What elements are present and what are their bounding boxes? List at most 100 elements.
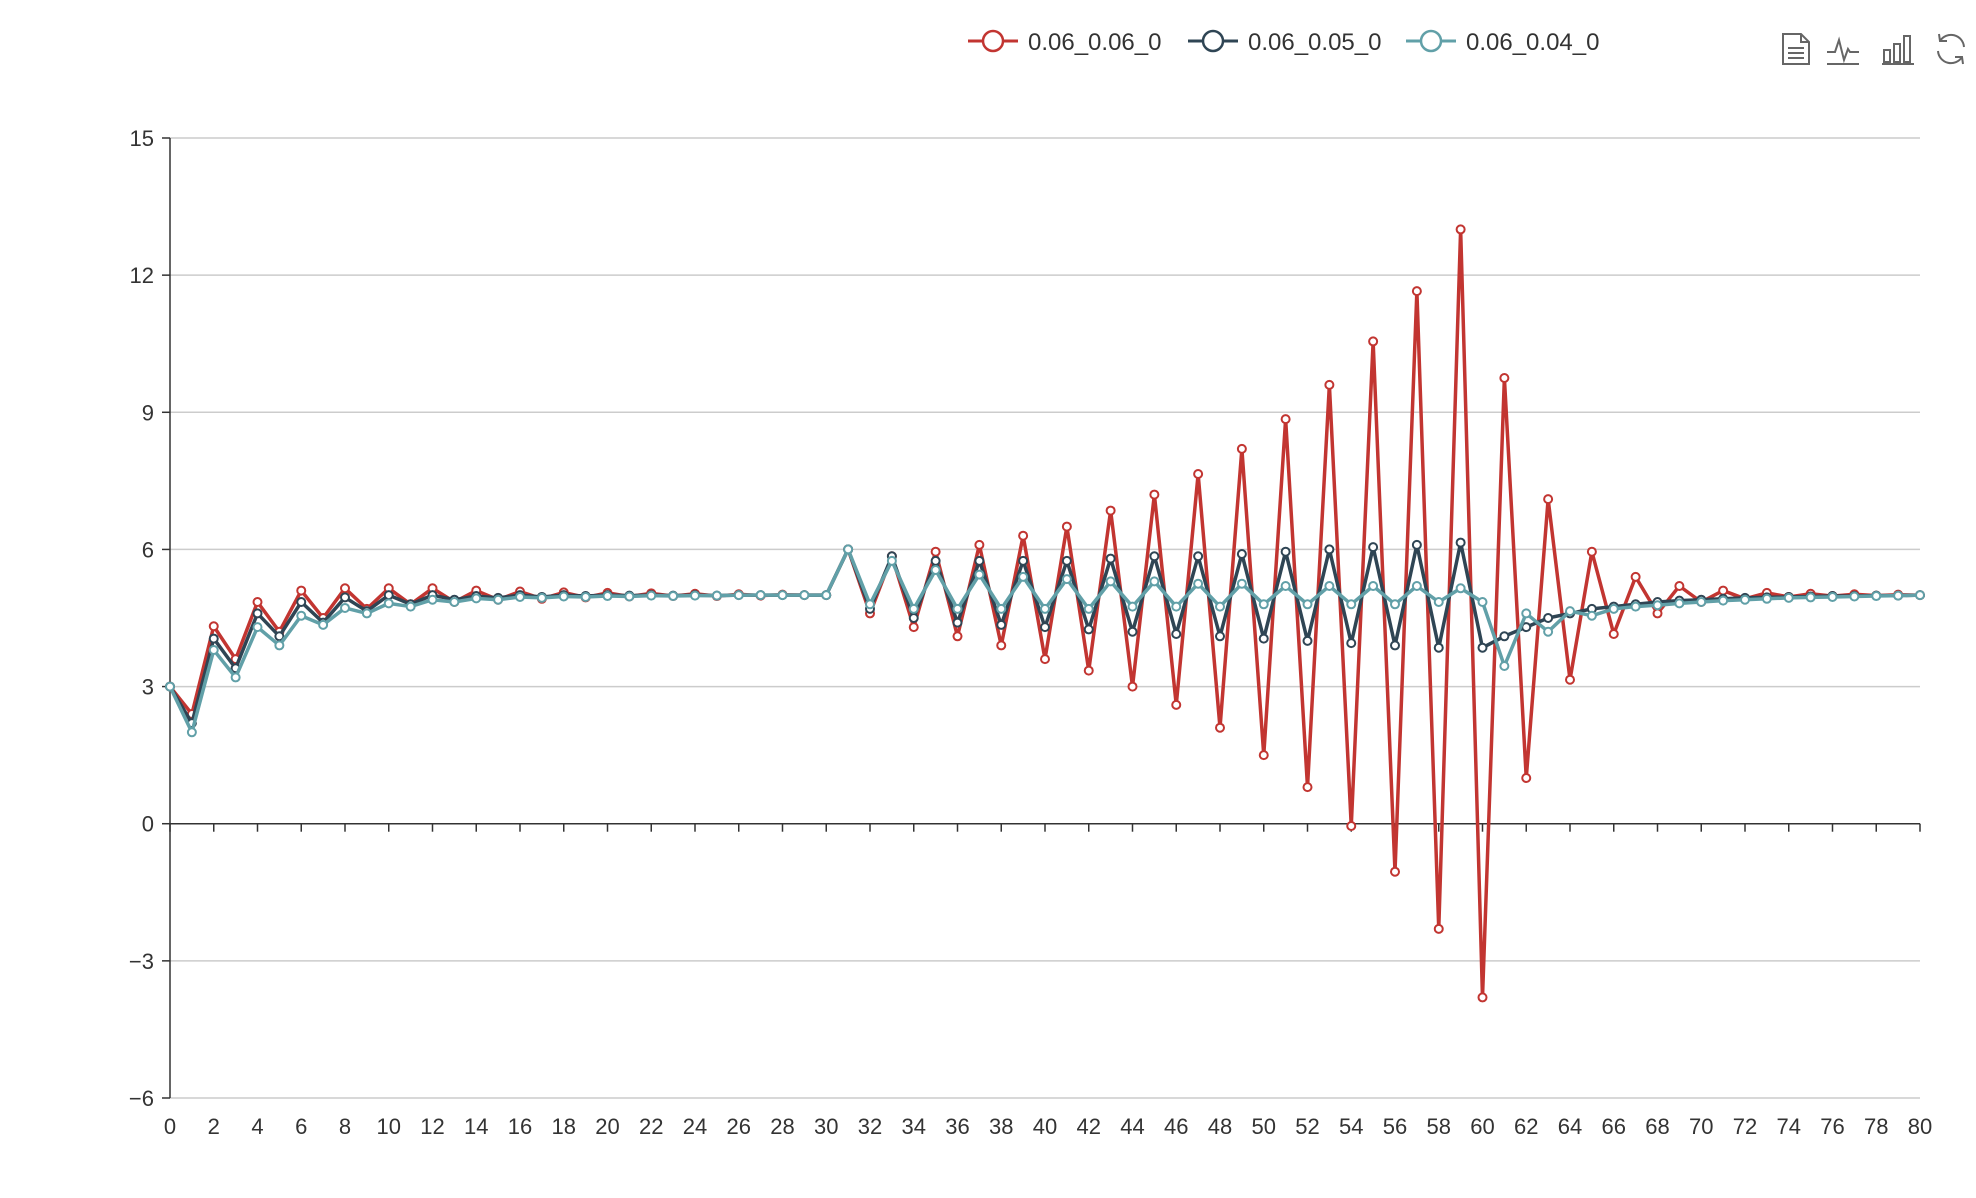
data-point[interactable] [974,555,985,566]
data-point[interactable] [1411,581,1422,591]
data-point[interactable] [536,592,547,603]
data-point[interactable] [886,555,897,566]
data-point[interactable] [361,608,372,619]
data-point[interactable] [1368,581,1379,591]
data-point[interactable] [1280,546,1291,557]
data-point[interactable] [843,544,854,555]
data-point[interactable] [908,603,919,614]
data-point[interactable] [1083,665,1094,676]
data-point[interactable] [208,645,219,655]
data-point[interactable] [777,590,788,601]
data-point[interactable] [1652,600,1663,611]
data-point[interactable] [1346,599,1357,610]
data-point[interactable] [1543,626,1554,637]
data-point[interactable] [1061,521,1072,532]
data-point[interactable] [1433,642,1444,653]
data-point[interactable] [1871,591,1882,602]
data-point[interactable] [1149,576,1160,587]
data-point[interactable] [1258,633,1269,644]
data-point[interactable] [930,546,941,557]
data-point[interactable] [1893,590,1904,601]
data-point[interactable] [1127,681,1138,692]
data-point[interactable] [1368,542,1379,553]
data-point[interactable] [1827,591,1838,602]
data-point[interactable] [1149,551,1160,562]
data-point[interactable] [1324,379,1335,390]
data-point[interactable] [1127,601,1138,612]
data-point[interactable] [252,622,263,633]
line-chart-icon[interactable] [1826,32,1860,66]
data-view-icon[interactable] [1779,32,1813,66]
data-point[interactable] [602,591,613,602]
data-point[interactable] [1543,494,1554,505]
data-point[interactable] [208,621,219,632]
data-point[interactable] [1149,489,1160,500]
data-point[interactable] [1543,613,1554,623]
data-point[interactable] [1368,336,1379,347]
data-point[interactable] [996,619,1007,630]
data-point[interactable] [1105,553,1116,564]
data-point[interactable] [427,594,438,605]
data-point[interactable] [558,591,569,602]
data-point[interactable] [1280,581,1291,591]
data-point[interactable] [1171,629,1182,639]
data-point[interactable] [952,631,963,642]
data-point[interactable] [1105,505,1116,516]
data-point[interactable] [1346,821,1357,831]
data-point[interactable] [1565,606,1575,617]
data-point[interactable] [1718,585,1729,596]
data-point[interactable] [318,619,329,630]
data-point[interactable] [383,590,394,601]
data-point[interactable] [711,590,722,601]
data-point[interactable] [1455,224,1466,235]
data-point[interactable] [1040,603,1050,614]
data-point[interactable] [1783,592,1794,603]
data-point[interactable] [1696,597,1707,607]
data-point[interactable] [930,565,941,575]
data-point[interactable] [1521,608,1532,619]
data-point[interactable] [1608,603,1619,614]
data-point[interactable] [230,672,241,683]
data-point[interactable] [1083,603,1094,614]
legend[interactable]: 0.06_0.06_0 0.06_0.05_0 0.06_0.04_0 [968,29,1599,56]
data-point[interactable] [1411,286,1422,297]
data-point[interactable] [449,597,460,607]
data-point[interactable] [733,590,744,601]
data-point[interactable] [1455,537,1466,548]
data-point[interactable] [1411,539,1422,550]
data-point[interactable] [952,603,963,614]
data-point[interactable] [1236,549,1247,559]
data-point[interactable] [1586,546,1597,557]
data-point[interactable] [1346,638,1357,649]
data-point[interactable] [515,591,525,602]
data-point[interactable] [1433,597,1444,607]
data-point[interactable] [1849,591,1860,602]
data-point[interactable] [1499,661,1510,671]
data-point[interactable] [646,590,657,601]
data-point[interactable] [1236,578,1247,589]
data-point[interactable] [1193,578,1204,589]
data-point[interactable] [1061,574,1072,585]
data-point[interactable] [1215,631,1225,642]
data-point[interactable] [296,610,307,621]
data-point[interactable] [1761,593,1772,604]
data-point[interactable] [208,633,219,644]
data-point[interactable] [1324,544,1335,555]
data-point[interactable] [1215,722,1225,733]
legend-item[interactable]: 0.06_0.04_0 [1406,29,1599,56]
data-point[interactable] [821,590,832,601]
data-point[interactable] [996,640,1007,651]
data-point[interactable] [1193,469,1204,479]
data-point[interactable] [1433,923,1444,934]
data-point[interactable] [1302,635,1313,646]
data-point[interactable] [1630,571,1641,582]
data-point[interactable] [1018,555,1029,566]
data-point[interactable] [1258,599,1269,610]
data-point[interactable] [383,598,394,609]
data-point[interactable] [580,591,591,602]
data-point[interactable] [799,590,810,601]
legend-item[interactable]: 0.06_0.05_0 [1188,29,1381,56]
restore-icon[interactable] [1934,32,1968,66]
data-point[interactable] [1586,610,1597,621]
legend-item[interactable]: 0.06_0.06_0 [968,29,1161,56]
